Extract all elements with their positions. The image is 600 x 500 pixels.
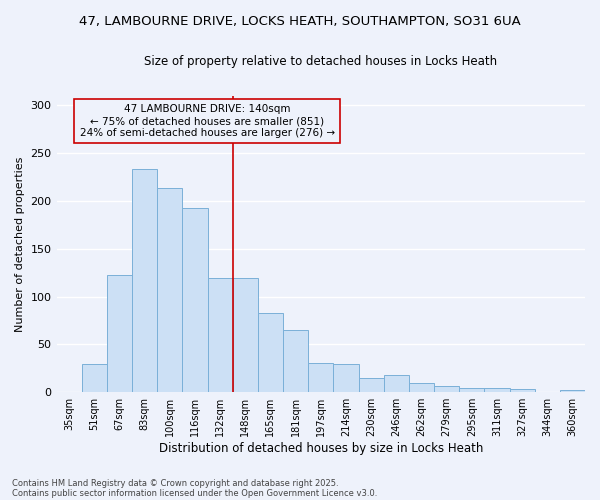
Text: 47, LAMBOURNE DRIVE, LOCKS HEATH, SOUTHAMPTON, SO31 6UA: 47, LAMBOURNE DRIVE, LOCKS HEATH, SOUTHA… bbox=[79, 15, 521, 28]
Bar bbox=[107, 274, 132, 392]
Bar bbox=[258, 313, 283, 392]
Bar bbox=[509, 390, 535, 392]
Bar bbox=[383, 375, 409, 392]
Bar bbox=[560, 390, 585, 392]
Bar bbox=[359, 378, 383, 392]
Bar bbox=[459, 388, 484, 392]
Y-axis label: Number of detached properties: Number of detached properties bbox=[15, 156, 25, 332]
Bar bbox=[434, 386, 459, 392]
X-axis label: Distribution of detached houses by size in Locks Heath: Distribution of detached houses by size … bbox=[158, 442, 483, 455]
Bar bbox=[182, 208, 208, 392]
Text: Contains HM Land Registry data © Crown copyright and database right 2025.: Contains HM Land Registry data © Crown c… bbox=[12, 478, 338, 488]
Bar bbox=[334, 364, 359, 392]
Title: Size of property relative to detached houses in Locks Heath: Size of property relative to detached ho… bbox=[144, 55, 497, 68]
Bar bbox=[283, 330, 308, 392]
Bar bbox=[484, 388, 509, 392]
Bar bbox=[82, 364, 107, 392]
Bar bbox=[308, 362, 334, 392]
Bar bbox=[157, 188, 182, 392]
Bar bbox=[208, 278, 233, 392]
Bar bbox=[132, 169, 157, 392]
Bar bbox=[409, 382, 434, 392]
Text: 47 LAMBOURNE DRIVE: 140sqm
← 75% of detached houses are smaller (851)
24% of sem: 47 LAMBOURNE DRIVE: 140sqm ← 75% of deta… bbox=[80, 104, 335, 138]
Bar bbox=[233, 278, 258, 392]
Text: Contains public sector information licensed under the Open Government Licence v3: Contains public sector information licen… bbox=[12, 488, 377, 498]
